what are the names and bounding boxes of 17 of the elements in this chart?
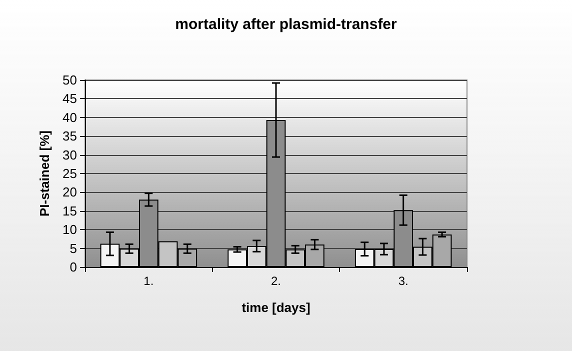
chart-title: mortality after plasmid-transfer [175, 16, 398, 33]
y-tick-label: 10 [62, 222, 77, 238]
y-tick-label: 35 [62, 128, 77, 144]
x-axis-title: time [days] [242, 300, 310, 315]
x-tick-label: 1. [144, 274, 154, 288]
y-tick-label: 50 [62, 72, 77, 88]
y-axis-title: PI-stained [%] [37, 130, 52, 216]
y-tick-label: 30 [62, 147, 77, 162]
y-tick-label: 5 [70, 240, 77, 256]
x-tick-label: 2. [270, 274, 282, 288]
x-tick-label: 3. [398, 274, 408, 288]
y-tick-label: 20 [62, 184, 77, 200]
y-tick-label: 0 [70, 260, 77, 274]
y-tick-label: 45 [62, 91, 77, 106]
y-tick-label: 15 [62, 203, 77, 218]
y-tick-label: 25 [62, 166, 77, 181]
y-tick-label: 40 [62, 110, 77, 125]
